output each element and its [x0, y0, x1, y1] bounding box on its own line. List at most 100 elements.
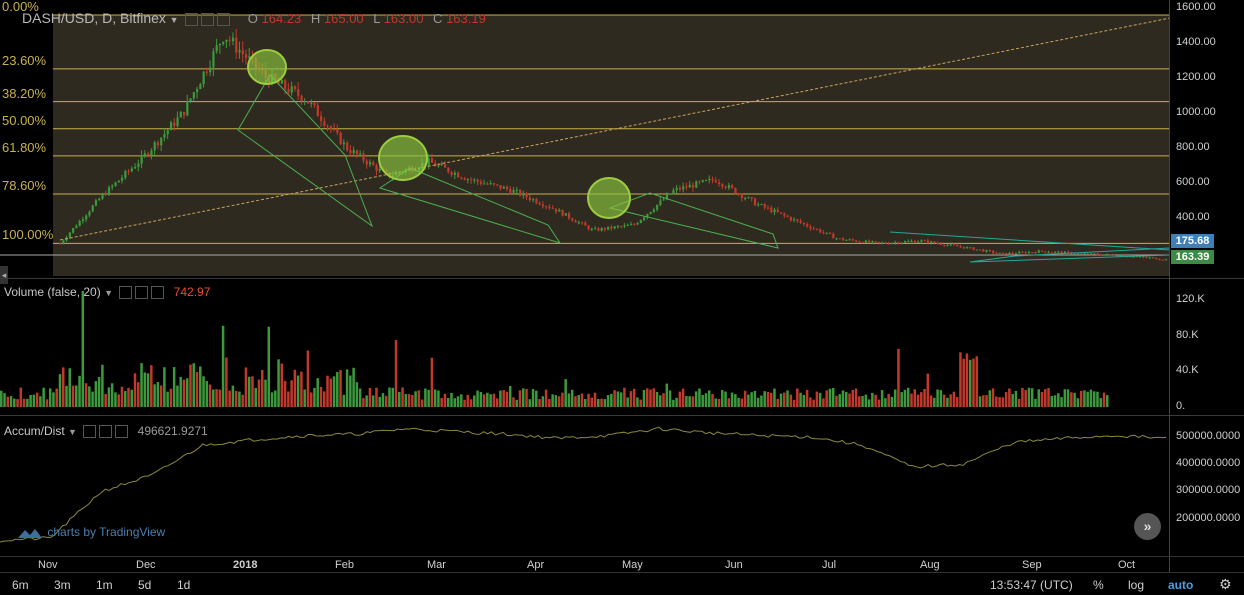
channel-3[interactable]	[608, 192, 779, 249]
timeframe-button-1m[interactable]: 1m	[96, 578, 113, 592]
volume-bar	[531, 389, 535, 407]
candle-body	[1119, 255, 1122, 257]
volume-chart[interactable]	[0, 279, 1170, 415]
volume-bar	[1034, 398, 1037, 407]
scroll-left-icon[interactable]: ◂	[0, 266, 8, 284]
percent-button[interactable]: %	[1093, 578, 1104, 592]
candle-body	[956, 245, 959, 247]
candle-body	[884, 242, 887, 244]
watermark[interactable]: charts by TradingView	[16, 525, 165, 540]
volume-bar	[398, 391, 401, 407]
volume-bar	[1106, 395, 1109, 407]
volume-bar	[593, 392, 597, 407]
candle-body	[969, 247, 972, 249]
volume-bar	[32, 394, 36, 407]
close-icon[interactable]	[217, 13, 231, 27]
volume-bar	[557, 396, 561, 407]
volume-bar	[150, 365, 153, 407]
volume-bar	[345, 369, 349, 407]
candle-body	[85, 215, 88, 220]
timeframe-button-5d[interactable]: 5d	[138, 578, 152, 592]
volume-bar	[215, 389, 218, 407]
volume-bar	[805, 389, 809, 407]
volume-bar	[952, 391, 956, 407]
timeframe-button-3m[interactable]: 3m	[54, 578, 71, 592]
candle-body	[858, 241, 861, 243]
candle-body	[280, 80, 284, 84]
accum-dist-chart[interactable]	[0, 416, 1170, 556]
triangle-pattern[interactable]	[969, 247, 1170, 263]
volume-bar	[792, 399, 796, 407]
symbol-title[interactable]: DASH/USD, D, Bitfinex	[22, 10, 166, 26]
accum-dropdown-icon[interactable]: ▼	[68, 427, 77, 437]
close-icon[interactable]	[151, 286, 165, 300]
triangle-upper-line[interactable]	[889, 231, 1170, 251]
candle-body	[290, 86, 293, 93]
volume-bar	[632, 388, 636, 407]
candle-body	[985, 250, 988, 252]
settings-icon[interactable]	[201, 13, 215, 27]
trend-line[interactable]	[59, 17, 1170, 241]
highlight-circle-1[interactable]	[247, 49, 287, 85]
volume-bar	[486, 392, 489, 407]
timeframe-button-1d[interactable]: 1d	[177, 578, 191, 592]
gear-icon[interactable]: ⚙	[1219, 576, 1232, 592]
settings-icon[interactable]	[135, 286, 149, 300]
volume-bar	[368, 387, 372, 407]
volume-bar	[1030, 388, 1034, 407]
candle-body	[287, 88, 290, 93]
month-label: Jul	[822, 559, 837, 571]
volume-bar	[1060, 397, 1063, 407]
divider[interactable]	[0, 278, 1244, 279]
volume-bar	[1063, 389, 1067, 407]
auto-button[interactable]: auto	[1168, 578, 1194, 592]
fib-zone	[53, 15, 1170, 276]
volume-bar	[844, 391, 848, 407]
candle-body	[590, 228, 593, 230]
volume-bar	[838, 394, 841, 407]
candle-body	[336, 129, 339, 133]
volume-bar	[303, 389, 306, 407]
volume-bar	[698, 388, 701, 407]
candle-body	[88, 211, 91, 216]
candle-body	[365, 160, 368, 165]
price-chart[interactable]	[0, 0, 1170, 278]
divider[interactable]	[0, 415, 1244, 416]
highlight-circle-3[interactable]	[587, 177, 631, 219]
candle-body	[652, 209, 655, 212]
accum-label[interactable]: Accum/Dist	[4, 424, 65, 438]
volume-label[interactable]: Volume (false, 20)	[4, 285, 101, 299]
candle-body	[140, 155, 143, 164]
highlight-circle-2[interactable]	[378, 135, 428, 181]
candle-body	[737, 193, 740, 195]
candle-body	[499, 184, 502, 189]
volume-bar	[525, 388, 528, 407]
symbol-dropdown-icon[interactable]: ▼	[169, 15, 179, 25]
volume-bar	[577, 395, 580, 407]
month-label: 2018	[233, 559, 258, 571]
candle-body	[120, 177, 124, 181]
candle-body	[828, 232, 832, 234]
volume-bar	[955, 397, 959, 407]
candle-body	[218, 43, 222, 46]
volume-dropdown-icon[interactable]: ▼	[104, 288, 113, 298]
volume-bar	[920, 392, 923, 407]
candle-body	[238, 50, 241, 53]
hide-icon[interactable]	[83, 425, 97, 439]
candle-body	[323, 121, 326, 126]
settings-icon[interactable]	[99, 425, 113, 439]
channel-1[interactable]	[237, 74, 374, 228]
hide-icon[interactable]	[119, 286, 133, 300]
scroll-to-realtime-button[interactable]: »	[1134, 513, 1161, 540]
volume-bar	[192, 363, 195, 407]
candle-body	[952, 244, 956, 246]
log-button[interactable]: log	[1128, 578, 1145, 592]
volume-bar	[499, 390, 502, 407]
volume-bar	[9, 396, 13, 407]
candle-body	[519, 189, 522, 196]
timeframe-button-6m[interactable]: 6m	[12, 578, 29, 592]
close-icon[interactable]	[115, 425, 129, 439]
volume-bar	[13, 398, 16, 407]
candle-body	[639, 219, 642, 223]
hide-icon[interactable]	[185, 13, 199, 27]
